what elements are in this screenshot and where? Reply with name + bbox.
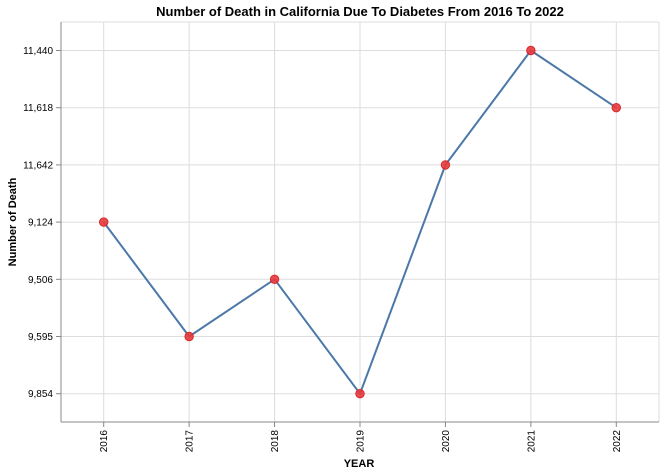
x-tick-label: 2016 xyxy=(99,430,110,453)
y-tick-label: 9,124 xyxy=(28,218,53,229)
x-tick-label: 2018 xyxy=(270,430,281,453)
x-tick-label: 2021 xyxy=(526,430,537,453)
data-point xyxy=(269,274,280,284)
x-tick-label: 2022 xyxy=(612,430,623,453)
data-point xyxy=(440,160,451,170)
y-tick-label: 9,595 xyxy=(28,332,53,343)
y-tick-label: 11,642 xyxy=(23,160,53,171)
chart-title: Number of Death in California Due To Dia… xyxy=(156,4,564,19)
x-tick-label: 2020 xyxy=(441,430,452,453)
y-tick-label: 9,854 xyxy=(28,389,53,400)
y-tick-label: 11,618 xyxy=(23,103,53,114)
x-axis-title: YEAR xyxy=(344,458,375,470)
data-point xyxy=(184,331,194,342)
data-point xyxy=(611,103,621,113)
series-layer xyxy=(99,45,621,399)
grid-layer xyxy=(61,21,660,422)
data-point xyxy=(99,217,109,227)
data-point xyxy=(355,389,365,399)
x-tick-label: 2019 xyxy=(356,430,367,453)
x-tick-label: 2017 xyxy=(185,430,196,453)
y-axis-title: Number of Death xyxy=(7,177,19,266)
y-tick-label: 11,440 xyxy=(23,46,53,57)
axis-layer: 11,440 11,618 11,642 9,124 9,506 9,595 9,854 20… xyxy=(23,22,659,452)
y-tick-label: 9,506 xyxy=(28,275,53,286)
data-point xyxy=(526,45,536,56)
